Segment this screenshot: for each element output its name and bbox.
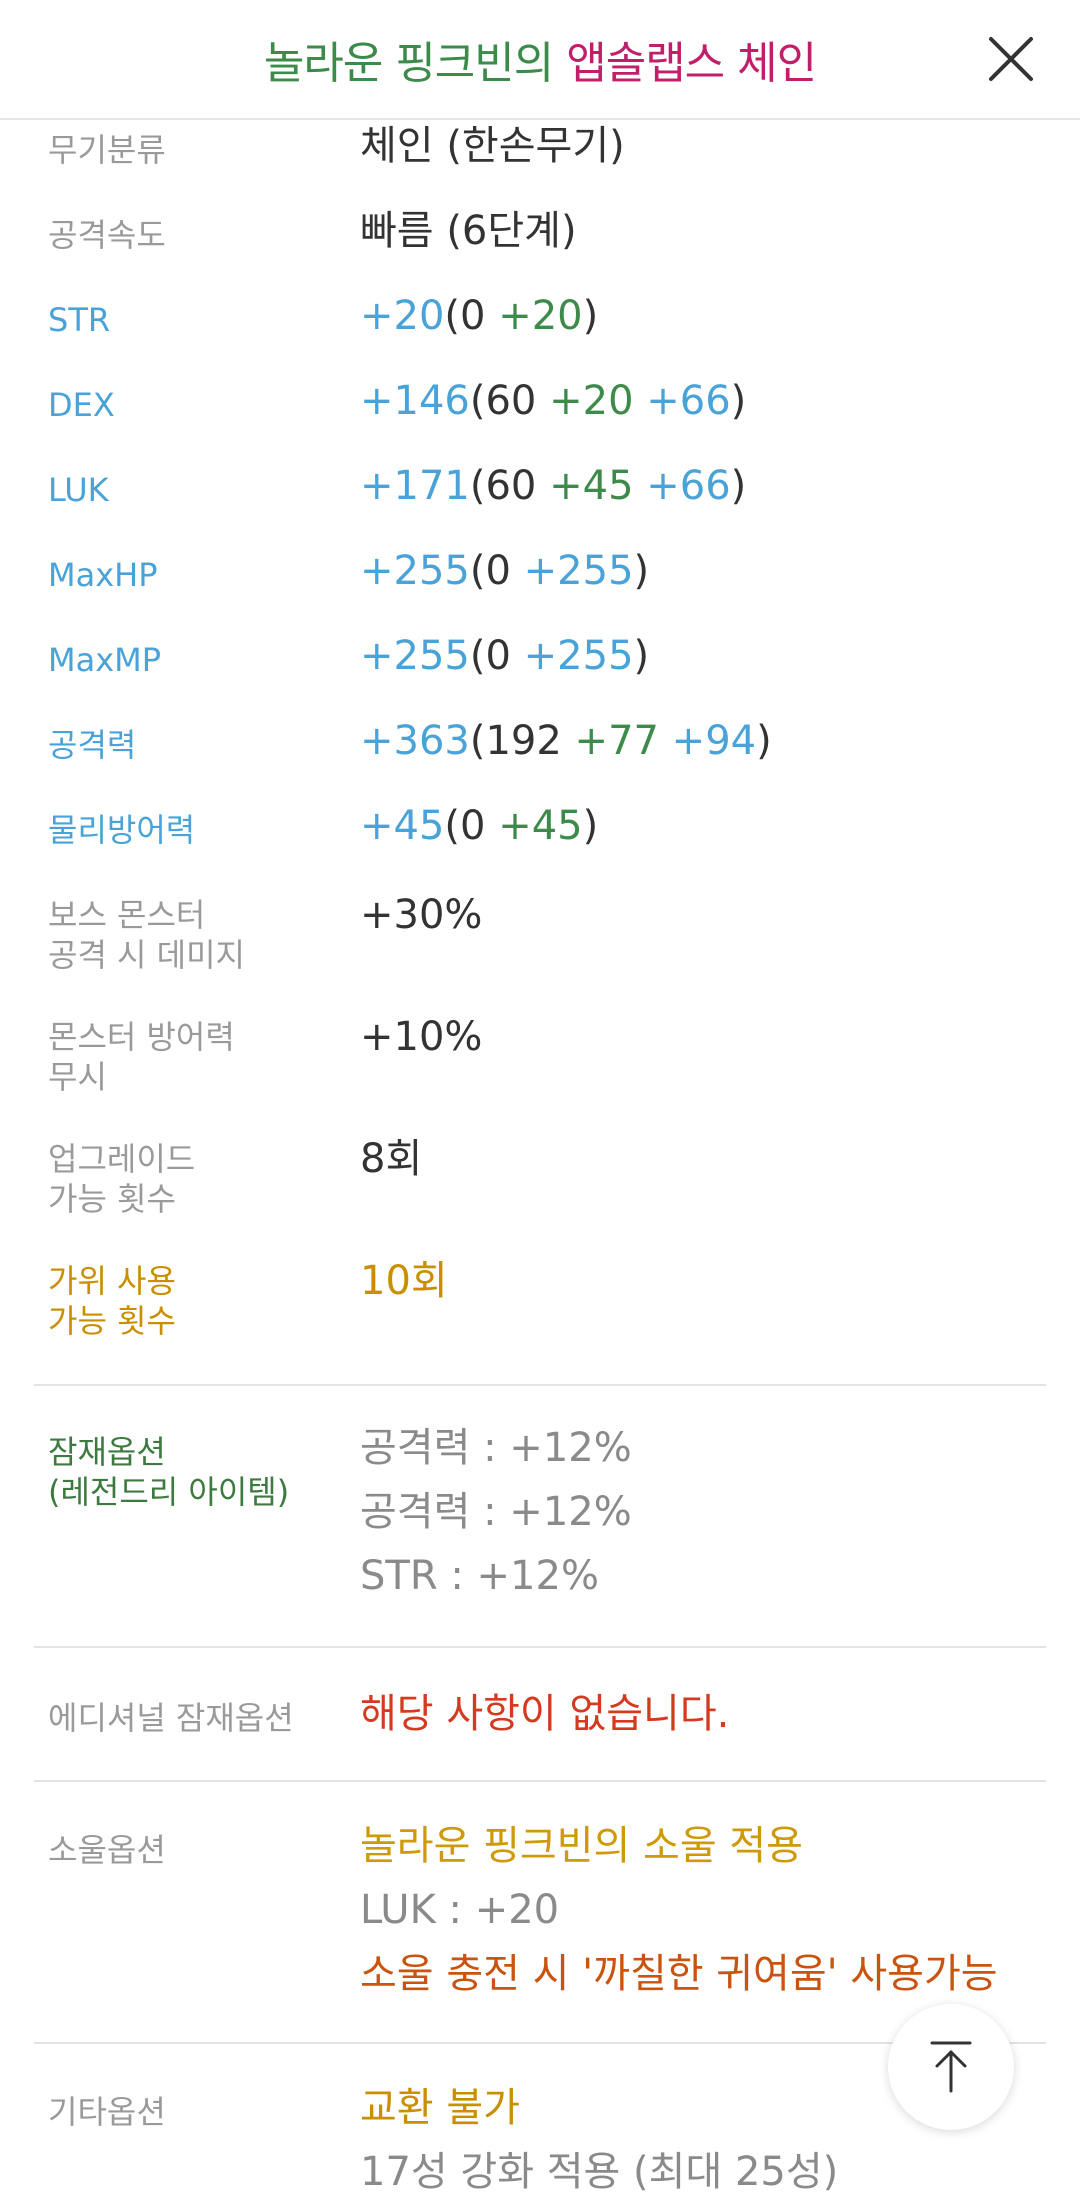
stat-value: +255(0 +255): [360, 634, 1060, 678]
stat-total: +363: [360, 718, 470, 764]
stat-label: 보스 몬스터 공격 시 데미지: [48, 895, 348, 975]
stat-value: 10회: [360, 1258, 448, 1304]
arrow-up-icon: [930, 2041, 972, 2093]
soul-skill: 소울 충전 시 '까칠한 귀여움' 사용가능: [360, 1951, 998, 1997]
stat-label-line: 가능 횟수: [48, 1302, 176, 1340]
stat-value: +363(192 +77 +94): [360, 719, 1060, 763]
soul-stat: LUK : +20: [360, 1887, 560, 1933]
stat-bonus-extra: +94: [658, 718, 757, 764]
stat-label-line: 무시: [48, 1058, 107, 1096]
section-divider: [34, 1384, 1046, 1386]
stat-label: 물리방어력: [48, 811, 196, 849]
stat-label-line: 공격 시 데미지: [48, 936, 245, 974]
etc-starforce: 17성 강화 적용 (최대 25성): [360, 2149, 839, 2195]
stat-total: +146: [360, 378, 470, 424]
stat-bonus-extra: +66: [633, 463, 731, 509]
stat-close: ): [730, 463, 747, 509]
stat-base: 60: [485, 378, 550, 424]
stat-label: LUK: [48, 471, 109, 509]
stat-label: 몬스터 방어력 무시: [48, 1017, 348, 1097]
stat-label: MaxHP: [48, 556, 158, 594]
stat-value: +10%: [360, 1014, 483, 1060]
close-icon: [989, 37, 1033, 81]
stat-open: (: [469, 548, 486, 594]
stat-bonus-extra: +255: [523, 633, 634, 679]
stat-label: STR: [48, 301, 111, 339]
stat-label: 업그레이드 가능 횟수: [48, 1139, 348, 1219]
stat-open: (: [444, 293, 461, 339]
stat-base: 0: [460, 293, 499, 339]
stat-value: +171(60 +45 +66): [360, 464, 1060, 508]
item-title-prefix: 놀라운 핑크빈의: [263, 38, 567, 89]
stat-label-line: 가위 사용: [48, 1262, 176, 1300]
stat-value: +146(60 +20 +66): [360, 379, 1060, 423]
stat-value: +45(0 +45): [360, 804, 1060, 848]
stat-label: 가위 사용 가능 횟수: [48, 1261, 348, 1341]
stat-bonus: +77: [574, 718, 659, 764]
stat-label-line: 가능 횟수: [48, 1180, 176, 1218]
close-button[interactable]: [988, 36, 1034, 82]
additional-potential-value: 해당 사항이 없습니다.: [360, 1691, 730, 1737]
stat-base: 60: [485, 463, 550, 509]
stat-close: ): [633, 548, 650, 594]
stat-open: (: [469, 633, 486, 679]
stat-close: ): [730, 378, 747, 424]
stat-label-line: 몬스터 방어력: [48, 1018, 235, 1056]
dialog-header: 놀라운 핑크빈의 앱솔랩스 체인: [0, 0, 1080, 120]
stat-close: ): [756, 718, 772, 764]
stat-close: ): [582, 803, 599, 849]
etc-trade: 교환 불가: [360, 2085, 520, 2131]
stat-open: (: [469, 378, 486, 424]
stat-value: 체인 (한손무기): [360, 123, 625, 169]
stat-total: +255: [360, 633, 470, 679]
stat-bonus: +20: [498, 293, 583, 339]
stat-base: 0: [485, 633, 524, 679]
stat-value: +30%: [360, 892, 483, 938]
stat-label-line: 보스 몬스터: [48, 896, 206, 934]
stat-value: 빠름 (6단계): [360, 208, 577, 254]
potential-label-line: 잠재옵션: [48, 1433, 166, 1471]
stat-bonus-extra: +66: [633, 378, 731, 424]
stat-total: +20: [360, 293, 445, 339]
stat-label: MaxMP: [48, 641, 162, 679]
potential-line: STR : +12%: [360, 1553, 599, 1599]
soul-label: 소울옵션: [48, 1831, 166, 1869]
section-divider: [34, 1780, 1046, 1782]
scroll-to-top-button[interactable]: [888, 2004, 1014, 2130]
potential-label-line: (레전드리 아이템): [48, 1473, 290, 1511]
potential-label: 잠재옵션 (레전드리 아이템): [48, 1432, 348, 1512]
stat-close: ): [633, 633, 650, 679]
stat-bonus: +45: [498, 803, 583, 849]
potential-line: 공격력 : +12%: [360, 1489, 632, 1535]
soul-name: 놀라운 핑크빈의 소울 적용: [360, 1823, 803, 1869]
stat-bonus: +20: [549, 378, 634, 424]
section-divider: [34, 1646, 1046, 1648]
stat-total: +171: [360, 463, 470, 509]
stat-label: 무기분류: [48, 131, 166, 169]
section-divider: [34, 2042, 1046, 2044]
stat-base: 192: [485, 718, 575, 764]
stat-value: +255(0 +255): [360, 549, 1060, 593]
stat-base: 0: [460, 803, 499, 849]
stat-total: +45: [360, 803, 445, 849]
item-title-name: 앱솔랩스 체인: [566, 38, 817, 89]
stat-close: ): [582, 293, 599, 339]
etc-label: 기타옵션: [48, 2093, 166, 2131]
stat-label: 공격력: [48, 726, 137, 764]
stat-value: 8회: [360, 1136, 423, 1182]
additional-potential-label: 에디셔널 잠재옵션: [48, 1699, 294, 1737]
stat-base: 0: [485, 548, 524, 594]
stat-value: +20(0 +20): [360, 294, 1060, 338]
stat-label: DEX: [48, 386, 115, 424]
stat-open: (: [469, 463, 486, 509]
stat-total: +255: [360, 548, 470, 594]
stat-label-line: 업그레이드: [48, 1140, 196, 1178]
potential-line: 공격력 : +12%: [360, 1425, 632, 1471]
stat-bonus-extra: +255: [523, 548, 634, 594]
item-title: 놀라운 핑크빈의 앱솔랩스 체인: [263, 27, 817, 91]
stat-open: (: [469, 718, 486, 764]
stat-bonus: +45: [549, 463, 634, 509]
stat-label: 공격속도: [48, 216, 166, 254]
stat-open: (: [444, 803, 461, 849]
